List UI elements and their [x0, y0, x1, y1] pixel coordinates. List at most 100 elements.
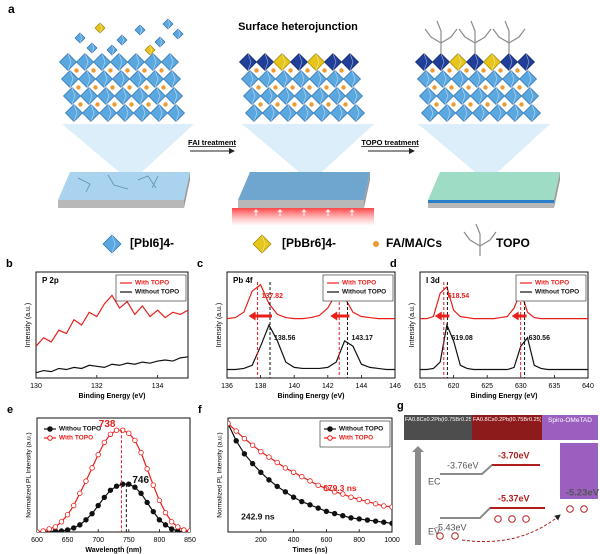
octahedron-edge	[84, 53, 89, 71]
octahedron	[500, 53, 518, 71]
legend-label: [PbI6]4-	[130, 236, 174, 250]
octahedron	[252, 234, 272, 254]
octahedron-edge	[351, 70, 356, 88]
data-point	[64, 511, 71, 518]
data-point	[299, 473, 305, 480]
data-point	[144, 466, 150, 472]
octahedron	[74, 32, 86, 44]
layer-box	[472, 415, 542, 440]
octahedron	[277, 87, 295, 105]
octahedron-edge	[304, 104, 309, 122]
octahedron-edge	[111, 234, 116, 254]
octahedron	[419, 87, 437, 105]
data-point	[162, 522, 169, 528]
octahedron-edge	[425, 70, 430, 88]
data-point	[282, 489, 289, 495]
cation	[373, 241, 379, 247]
cation	[275, 102, 280, 107]
x-tick-label: 146	[389, 383, 401, 390]
cation	[464, 68, 469, 73]
octahedron	[106, 44, 118, 56]
data-point	[389, 520, 392, 527]
x-tick-label: 138	[255, 383, 267, 390]
plot-frame	[227, 417, 393, 533]
octahedron-edge	[266, 70, 271, 88]
octahedron	[154, 36, 166, 48]
cation	[432, 85, 437, 90]
octahedron	[421, 104, 439, 122]
substrate	[232, 172, 374, 226]
data-point	[241, 451, 248, 457]
octahedron	[167, 104, 185, 122]
peak-label: 746	[132, 475, 149, 486]
legend-label: Without TOPO	[535, 289, 579, 296]
octahedron	[114, 87, 132, 105]
cation	[110, 85, 115, 90]
zoom-funnel	[418, 124, 550, 182]
octahedron-edge	[90, 104, 95, 122]
octahedron	[453, 87, 471, 105]
octahedron-edge	[300, 70, 305, 88]
data-point	[71, 525, 77, 531]
zoom-funnel	[62, 124, 194, 182]
data-point	[307, 478, 313, 484]
octahedron-edge	[139, 24, 143, 36]
octahedron	[260, 87, 278, 105]
cation	[273, 85, 278, 90]
octahedron	[523, 104, 541, 122]
octahedron-edge	[512, 87, 517, 105]
octahedron-edge	[173, 87, 178, 105]
substrate-edge	[364, 172, 370, 208]
substrate-top	[238, 172, 370, 200]
hole	[580, 505, 588, 513]
cation	[129, 102, 134, 107]
octahedron	[241, 70, 259, 88]
legend-label: With TOPO	[535, 280, 569, 287]
data-point	[340, 491, 346, 497]
panel-a: a Surface heterojunction FAI treatment T…	[8, 2, 560, 256]
topo-molecule	[424, 20, 458, 53]
data-point	[126, 430, 132, 436]
chart: e 600 650 700 750 800 850 Wavelength (nm) Normal…	[7, 404, 196, 554]
legend-label: Without TOPO	[342, 289, 386, 296]
octahedron-edge	[67, 53, 72, 71]
octahedron	[144, 44, 156, 56]
data-point	[156, 497, 163, 504]
chart: f 200 400 600 800 1000 Times (ns) Normalized PL…	[198, 404, 400, 554]
hole	[451, 532, 459, 540]
octahedron-edge	[91, 42, 95, 54]
legend-box	[319, 420, 391, 448]
plot-frame	[226, 271, 396, 379]
data-point	[37, 529, 40, 532]
data-point	[77, 522, 83, 528]
peak-label: 138.56	[274, 335, 296, 342]
octahedron-edge	[332, 53, 337, 71]
octahedron	[162, 18, 174, 30]
cation	[78, 102, 83, 107]
octahedron-edge	[111, 44, 115, 56]
octahedron-edge	[141, 104, 146, 122]
data-point	[101, 439, 108, 446]
octahedron-edge	[338, 104, 343, 122]
octahedron	[93, 53, 111, 71]
cation	[341, 85, 346, 90]
octahedron-edge	[177, 28, 181, 40]
cation	[159, 68, 164, 73]
cation	[447, 68, 452, 73]
legend-label: With TOPO	[342, 280, 376, 287]
cation	[74, 68, 79, 73]
octahedron-edge	[135, 53, 140, 71]
octahedron-edge	[495, 87, 500, 105]
octahedron	[97, 87, 115, 105]
octahedron	[470, 87, 488, 105]
legend-label: [PbBr6]4-	[282, 236, 336, 250]
octahedron	[82, 104, 100, 122]
emission-glow	[232, 208, 374, 226]
data-point	[331, 489, 338, 495]
octahedron-edge	[461, 87, 466, 105]
layer-label-box: Spiro-OMeTAD	[548, 417, 592, 424]
octahedron	[417, 70, 435, 88]
layer-label: FA0.8Cs0.2Pb(I0.75Br0.25)3/FAI	[405, 417, 471, 423]
octahedron	[324, 53, 342, 71]
octahedron-edge	[156, 87, 161, 105]
